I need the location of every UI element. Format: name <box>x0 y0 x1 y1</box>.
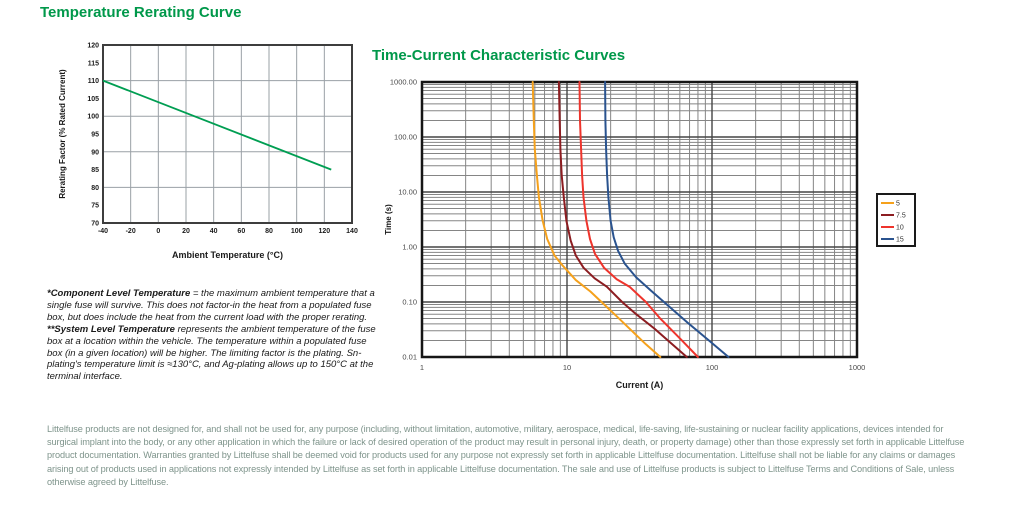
svg-text:1.00: 1.00 <box>402 243 417 252</box>
tcc-legend: 5 7.5 10 15 <box>876 193 916 247</box>
svg-text:0: 0 <box>156 228 160 235</box>
tcc-axis-labels: 1000.00 100.00 10.00 1.00 0.10 0.011 10 100 1000 <box>390 78 865 373</box>
svg-text:60: 60 <box>237 228 245 235</box>
svg-text:100: 100 <box>291 228 303 235</box>
tcc-ylabel: Time (s) <box>384 204 393 235</box>
svg-text:100: 100 <box>706 363 719 372</box>
svg-text:75: 75 <box>91 203 99 210</box>
rerating-axis-labels: 70 75 80 85 90 95 100 105 110 115 120 -40 -20 0 20 40 60… <box>87 43 358 236</box>
svg-text:-40: -40 <box>98 228 108 235</box>
curve-10 <box>578 81 699 358</box>
svg-text:85: 85 <box>91 167 99 174</box>
tcc-xlabel: Current (A) <box>616 380 664 390</box>
svg-text:-20: -20 <box>126 228 136 235</box>
rerating-ylabel: Rerating Factor (% Rated Current) <box>58 69 67 199</box>
svg-text:140: 140 <box>346 228 358 235</box>
time-current-title: Time-Current Characteristic Curves <box>372 47 626 64</box>
svg-text:40: 40 <box>210 228 218 235</box>
rerating-plot-border <box>102 44 353 224</box>
temperature-rerating-title: Temperature Rerating Curve <box>40 4 242 21</box>
curve-15 <box>604 81 730 358</box>
svg-text:80: 80 <box>265 228 273 235</box>
tcc-grid <box>422 82 857 357</box>
legal-disclaimer: Littelfuse products are not designed for… <box>47 424 965 487</box>
system-level-text: represents the ambient temperature of th… <box>47 323 376 383</box>
component-level-term: *Component Level Temperature <box>47 288 191 299</box>
svg-text:100.00: 100.00 <box>394 133 417 142</box>
system-level-term: **System Level Temperature <box>47 323 175 335</box>
footnotes: *Component Level Temperature = the maxim… <box>47 288 381 383</box>
legend-label-10: 10 <box>896 225 904 232</box>
svg-text:10.00: 10.00 <box>398 188 417 197</box>
svg-text:100: 100 <box>87 114 99 121</box>
curve-7.5 <box>557 81 688 358</box>
svg-text:70: 70 <box>91 221 99 228</box>
svg-text:0.10: 0.10 <box>402 298 417 307</box>
legend-label-5: 5 <box>896 201 900 208</box>
system-level-note: **System Level Temperature represents th… <box>47 324 381 384</box>
component-level-note: *Component Level Temperature = the maxim… <box>47 288 381 324</box>
svg-text:105: 105 <box>87 96 99 103</box>
curve-rerating-curve <box>102 79 332 171</box>
tcc-plot-border <box>420 80 859 359</box>
svg-text:115: 115 <box>88 60 99 67</box>
svg-text:1000: 1000 <box>849 363 866 372</box>
svg-text:1: 1 <box>420 363 424 372</box>
rerating-grid <box>103 45 352 223</box>
svg-text:120: 120 <box>87 43 99 50</box>
svg-text:95: 95 <box>91 132 99 139</box>
legend-label-7.5: 7.5 <box>896 213 906 220</box>
svg-text:10: 10 <box>563 363 571 372</box>
svg-text:1000.00: 1000.00 <box>390 78 417 87</box>
rerating-xlabel: Ambient Temperature (°C) <box>172 250 283 260</box>
svg-text:80: 80 <box>91 185 99 192</box>
svg-text:0.01: 0.01 <box>402 353 417 362</box>
svg-text:90: 90 <box>91 149 99 156</box>
svg-text:110: 110 <box>88 78 99 85</box>
legend-label-15: 15 <box>896 237 904 244</box>
svg-text:20: 20 <box>182 228 190 235</box>
svg-text:120: 120 <box>318 228 330 235</box>
component-level-text: = the maximum ambient temperature that a… <box>47 288 375 323</box>
curve-5 <box>531 81 662 358</box>
temperature-rerating-chart: 70 75 80 85 90 95 100 105 110 115 120 -40 -20 0 20 40 60… <box>58 43 358 261</box>
